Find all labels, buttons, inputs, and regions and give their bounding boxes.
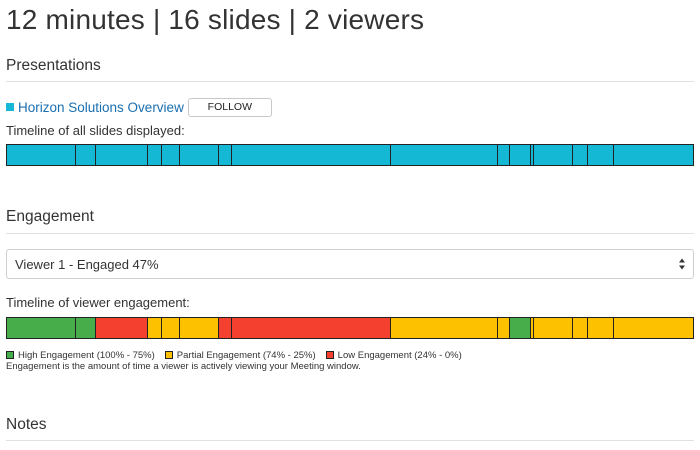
presentation-link[interactable]: Horizon Solutions Overview (18, 99, 184, 115)
engagement-segment-8 (231, 318, 392, 338)
presentation-item: Horizon Solutions Overview FOLLOW (6, 97, 272, 117)
square-icon (6, 103, 14, 111)
legend-item-partial: Partial Engagement (74% - 25%) (164, 349, 316, 361)
engagement-segment-16 (614, 318, 693, 338)
slide-segment-14 (573, 145, 589, 165)
engagement-legend: High Engagement (100% - 75%) Partial Enga… (6, 349, 472, 361)
slide-segment-5 (162, 145, 181, 165)
engagement-segment-14 (573, 318, 589, 338)
slide-segment-4 (148, 145, 163, 165)
presentations-divider (6, 81, 694, 82)
engagement-timeline (6, 317, 694, 339)
engagement-segment-9 (391, 318, 498, 338)
notes-divider (6, 440, 694, 441)
slide-segment-12 (530, 145, 534, 165)
slides-timeline-label: Timeline of all slides displayed: (6, 123, 185, 138)
slide-segment-8 (231, 145, 392, 165)
legend-label: Low Engagement (24% - 0%) (337, 349, 462, 361)
engagement-segment-7 (219, 318, 232, 338)
slide-segment-2 (75, 145, 96, 165)
engagement-timeline-label: Timeline of viewer engagement: (6, 295, 190, 310)
slide-segment-10 (497, 145, 510, 165)
engagement-segment-1 (7, 318, 76, 338)
page-title: 12 minutes | 16 slides | 2 viewers (6, 4, 425, 35)
engagement-segment-12 (530, 318, 534, 338)
slide-segment-11 (509, 145, 531, 165)
slide-segment-9 (391, 145, 498, 165)
legend-swatch-high (6, 351, 14, 359)
legend-label: High Engagement (100% - 75%) (18, 349, 155, 361)
notes-heading: Notes (6, 416, 47, 433)
engagement-note: Engagement is the amount of time a viewe… (6, 361, 361, 372)
select-arrows-icon (679, 258, 685, 270)
slides-timeline (6, 144, 694, 166)
presentations-heading: Presentations (6, 57, 101, 74)
engagement-divider (6, 233, 694, 234)
engagement-segment-4 (148, 318, 163, 338)
engagement-segment-13 (533, 318, 574, 338)
engagement-segment-2 (75, 318, 96, 338)
slide-segment-3 (95, 145, 149, 165)
legend-item-high: High Engagement (100% - 75%) (6, 350, 155, 361)
engagement-segment-10 (497, 318, 510, 338)
engagement-segment-11 (509, 318, 531, 338)
engagement-segment-6 (180, 318, 220, 338)
slide-segment-1 (7, 145, 76, 165)
slide-segment-7 (219, 145, 232, 165)
slide-segment-13 (533, 145, 574, 165)
slide-segment-15 (588, 145, 615, 165)
legend-item-low: Low Engagement (24% - 0%) (325, 349, 462, 361)
legend-label: Partial Engagement (74% - 25%) (176, 349, 316, 361)
legend-swatch-partial (164, 351, 173, 359)
engagement-segment-3 (95, 318, 149, 338)
engagement-segment-5 (162, 318, 181, 338)
viewer-select-value: Viewer 1 - Engaged 47% (15, 257, 159, 272)
engagement-segment-15 (588, 318, 615, 338)
engagement-heading: Engagement (6, 208, 94, 225)
viewer-select[interactable]: Viewer 1 - Engaged 47% (6, 249, 694, 279)
slide-segment-6 (180, 145, 220, 165)
legend-swatch-low (325, 351, 334, 359)
follow-button[interactable]: FOLLOW (187, 97, 272, 117)
slide-segment-16 (614, 145, 693, 165)
